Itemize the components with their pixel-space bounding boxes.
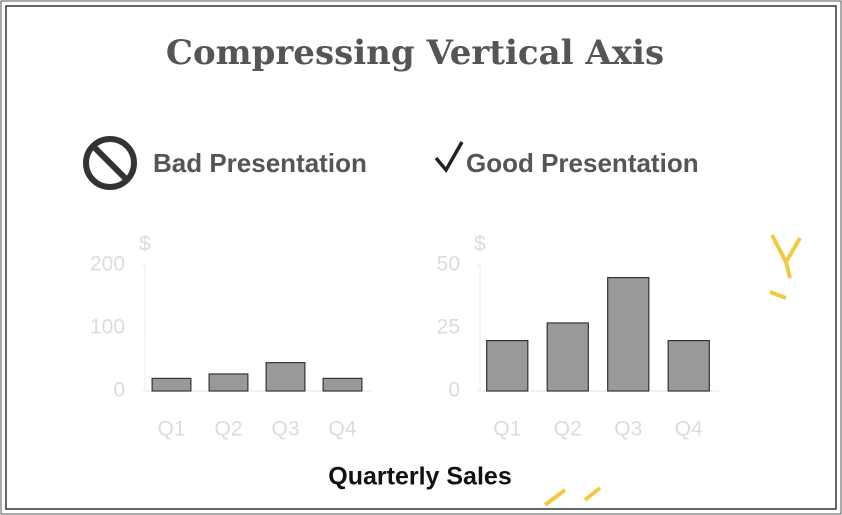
bar xyxy=(322,377,363,392)
bar xyxy=(607,277,650,392)
x-tick-label: Q2 xyxy=(554,418,582,441)
y-axis-title: $ xyxy=(139,233,151,256)
y-tick-label: 100 xyxy=(90,316,125,339)
check-icon xyxy=(434,141,464,174)
bar xyxy=(151,377,192,392)
bar xyxy=(208,373,249,392)
x-tick-label: Q2 xyxy=(214,418,242,441)
x-tick-label: Q3 xyxy=(271,418,299,441)
x-tick-label: Q1 xyxy=(493,418,521,441)
chart-title: Good Presentation xyxy=(466,148,699,178)
bar xyxy=(546,322,589,392)
y-tick-label: 25 xyxy=(437,316,460,339)
y-tick-label: 200 xyxy=(90,253,125,276)
bar xyxy=(486,340,529,392)
bar xyxy=(265,362,306,392)
x-axis-title: Quarterly Sales xyxy=(328,463,511,491)
y-tick-label: 0 xyxy=(113,379,125,402)
x-tick-label: Q1 xyxy=(157,418,185,441)
decoration xyxy=(769,234,802,300)
y-axis-title: $ xyxy=(474,233,486,256)
chart-title: Bad Presentation xyxy=(153,148,367,178)
no-icon xyxy=(83,136,137,190)
x-tick-label: Q3 xyxy=(614,418,642,441)
decoration xyxy=(543,486,602,507)
bar xyxy=(667,340,710,392)
y-tick-label: 0 xyxy=(448,379,460,402)
no-icon-slash xyxy=(90,143,130,183)
x-tick-label: Q4 xyxy=(675,418,703,441)
slide-title: Compressing Vertical Axis xyxy=(166,33,664,73)
x-tick-label: Q4 xyxy=(328,418,356,441)
y-tick-label: 50 xyxy=(437,253,460,276)
inner-frame xyxy=(5,5,837,510)
